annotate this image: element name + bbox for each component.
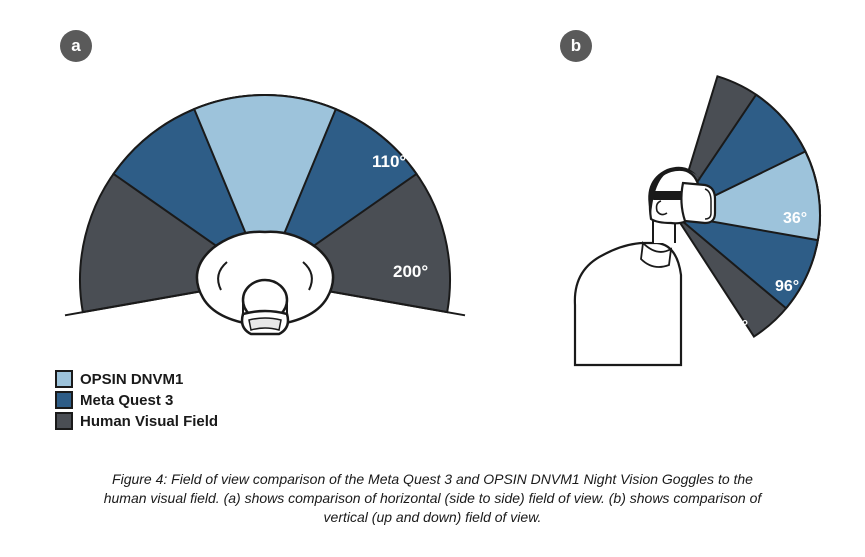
label-meta-b: 96° (775, 278, 799, 296)
legend-item-opsin: OPSIN DNVM1 (55, 370, 218, 388)
legend-swatch-human (55, 412, 73, 430)
legend-swatch-meta (55, 391, 73, 409)
label-opsin-a: 45° (248, 78, 274, 98)
profile-illustration (575, 167, 715, 365)
legend-label-human: Human Visual Field (80, 413, 218, 430)
headset-top-illustration (197, 232, 333, 334)
legend-label-opsin: OPSIN DNVM1 (80, 371, 183, 388)
label-human-b: 130° (715, 318, 748, 336)
figure-caption: Figure 4: Field of view comparison of th… (90, 470, 775, 527)
panel-b-diagram: 36° 96° 130° (520, 50, 850, 370)
label-opsin-b: 36° (783, 210, 807, 228)
panel-a-diagram: 45° 110° 200° (50, 30, 480, 360)
legend-item-meta: Meta Quest 3 (55, 391, 218, 409)
label-human-a: 200° (393, 262, 428, 282)
label-meta-a: 110° (372, 152, 406, 172)
legend-item-human: Human Visual Field (55, 412, 218, 430)
legend: OPSIN DNVM1 Meta Quest 3 Human Visual Fi… (55, 370, 218, 433)
legend-swatch-opsin (55, 370, 73, 388)
legend-label-meta: Meta Quest 3 (80, 392, 173, 409)
